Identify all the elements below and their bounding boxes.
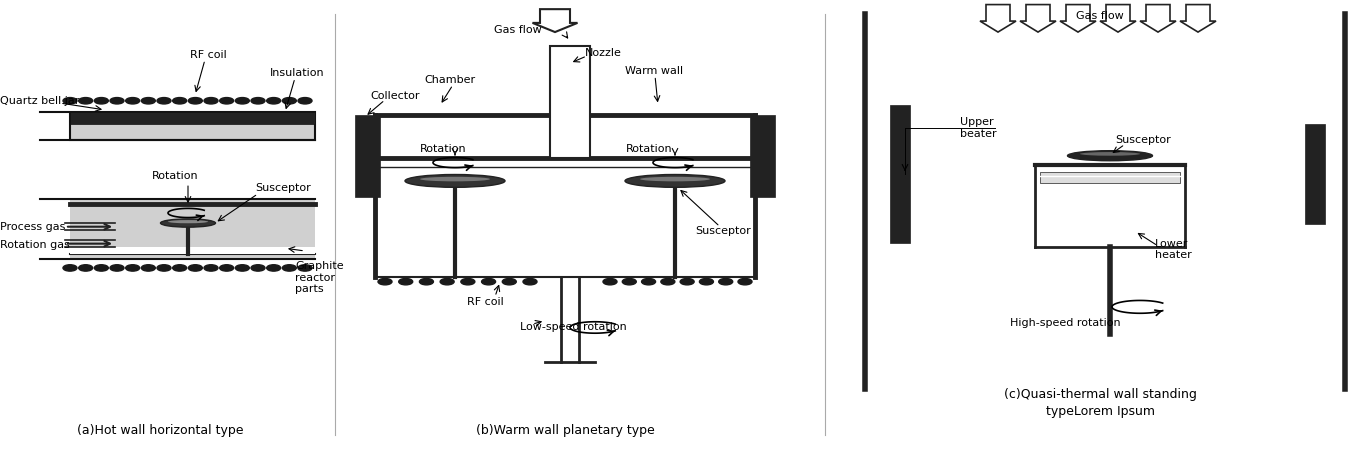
Circle shape: [78, 98, 93, 104]
Circle shape: [378, 278, 392, 285]
Text: Graphite
reactor
parts: Graphite reactor parts: [295, 261, 344, 294]
Circle shape: [282, 98, 296, 104]
Circle shape: [141, 98, 155, 104]
Ellipse shape: [625, 174, 725, 187]
Text: Gas flow: Gas flow: [1075, 11, 1123, 21]
Circle shape: [680, 278, 695, 285]
Circle shape: [419, 278, 433, 285]
Text: RF coil: RF coil: [190, 50, 227, 60]
Circle shape: [110, 98, 125, 104]
Circle shape: [188, 265, 203, 271]
Circle shape: [204, 98, 218, 104]
Circle shape: [158, 98, 171, 104]
Circle shape: [219, 265, 234, 271]
Circle shape: [282, 265, 296, 271]
Circle shape: [188, 98, 203, 104]
Circle shape: [719, 278, 733, 285]
Bar: [70, 112, 315, 124]
Text: Lower
heater: Lower heater: [1155, 239, 1192, 261]
Text: Upper
beater: Upper beater: [960, 117, 996, 139]
Circle shape: [482, 278, 496, 285]
Circle shape: [738, 278, 752, 285]
Text: Susceptor: Susceptor: [255, 183, 311, 193]
Text: Susceptor: Susceptor: [1115, 135, 1171, 145]
Circle shape: [78, 265, 93, 271]
Text: Susceptor: Susceptor: [695, 226, 751, 236]
Circle shape: [440, 278, 453, 285]
FancyArrow shape: [1060, 5, 1096, 32]
Circle shape: [95, 98, 108, 104]
Text: Rotation: Rotation: [419, 144, 466, 154]
Text: Nozzle: Nozzle: [585, 48, 622, 58]
Circle shape: [700, 278, 714, 285]
Circle shape: [299, 265, 312, 271]
Bar: [70, 114, 315, 140]
Text: Rotation: Rotation: [152, 171, 199, 181]
Text: (a)Hot wall horizontal type: (a)Hot wall horizontal type: [77, 424, 244, 437]
Text: Rotation: Rotation: [626, 144, 673, 154]
Ellipse shape: [406, 174, 506, 187]
Ellipse shape: [160, 219, 215, 227]
Text: Process gas: Process gas: [0, 222, 66, 232]
Ellipse shape: [169, 220, 208, 224]
Text: Low-speed rotation: Low-speed rotation: [521, 322, 626, 333]
FancyArrow shape: [533, 9, 578, 32]
Text: Warm wall: Warm wall: [625, 66, 684, 76]
Bar: [749, 114, 775, 197]
Circle shape: [126, 98, 140, 104]
Circle shape: [251, 98, 264, 104]
Circle shape: [641, 278, 656, 285]
Circle shape: [251, 265, 264, 271]
FancyArrow shape: [980, 5, 1017, 32]
Ellipse shape: [1080, 152, 1140, 156]
Bar: [549, 46, 590, 158]
FancyArrow shape: [1140, 5, 1175, 32]
Circle shape: [173, 98, 186, 104]
Circle shape: [95, 265, 108, 271]
Circle shape: [622, 278, 636, 285]
Circle shape: [63, 265, 77, 271]
FancyArrow shape: [1180, 5, 1217, 32]
FancyArrow shape: [1100, 5, 1136, 32]
Text: RF coil: RF coil: [467, 297, 503, 307]
Ellipse shape: [640, 177, 710, 181]
Circle shape: [267, 265, 281, 271]
Text: Chamber: Chamber: [425, 75, 475, 85]
Ellipse shape: [1067, 151, 1152, 161]
Text: Quartz bell jar: Quartz bell jar: [0, 96, 79, 106]
FancyArrow shape: [1021, 5, 1056, 32]
Circle shape: [503, 278, 516, 285]
Bar: [890, 105, 910, 243]
Text: Rotation gas: Rotation gas: [0, 240, 70, 250]
Text: High-speed rotation: High-speed rotation: [1010, 318, 1121, 328]
Circle shape: [660, 278, 675, 285]
Circle shape: [267, 98, 281, 104]
Text: Insulation: Insulation: [270, 68, 325, 78]
Bar: [70, 199, 315, 259]
Bar: [355, 114, 379, 197]
Bar: [1306, 124, 1325, 224]
Circle shape: [399, 278, 412, 285]
Text: Collector: Collector: [370, 91, 419, 101]
Text: (c)Quasi-thermal wall standing
typeLorem Ipsum: (c)Quasi-thermal wall standing typeLorem…: [1004, 388, 1196, 418]
Circle shape: [204, 265, 218, 271]
Circle shape: [173, 265, 186, 271]
Circle shape: [299, 98, 312, 104]
Text: Gas flow: Gas flow: [495, 25, 543, 35]
Circle shape: [236, 265, 249, 271]
Circle shape: [236, 98, 249, 104]
Circle shape: [63, 98, 77, 104]
Text: (b)Warm wall planetary type: (b)Warm wall planetary type: [475, 424, 655, 437]
Bar: [1040, 172, 1180, 183]
Bar: [70, 247, 315, 254]
Circle shape: [141, 265, 155, 271]
Ellipse shape: [421, 177, 490, 181]
Circle shape: [158, 265, 171, 271]
Circle shape: [523, 278, 537, 285]
Circle shape: [460, 278, 475, 285]
Circle shape: [110, 265, 125, 271]
Circle shape: [126, 265, 140, 271]
Circle shape: [603, 278, 616, 285]
Circle shape: [219, 98, 234, 104]
